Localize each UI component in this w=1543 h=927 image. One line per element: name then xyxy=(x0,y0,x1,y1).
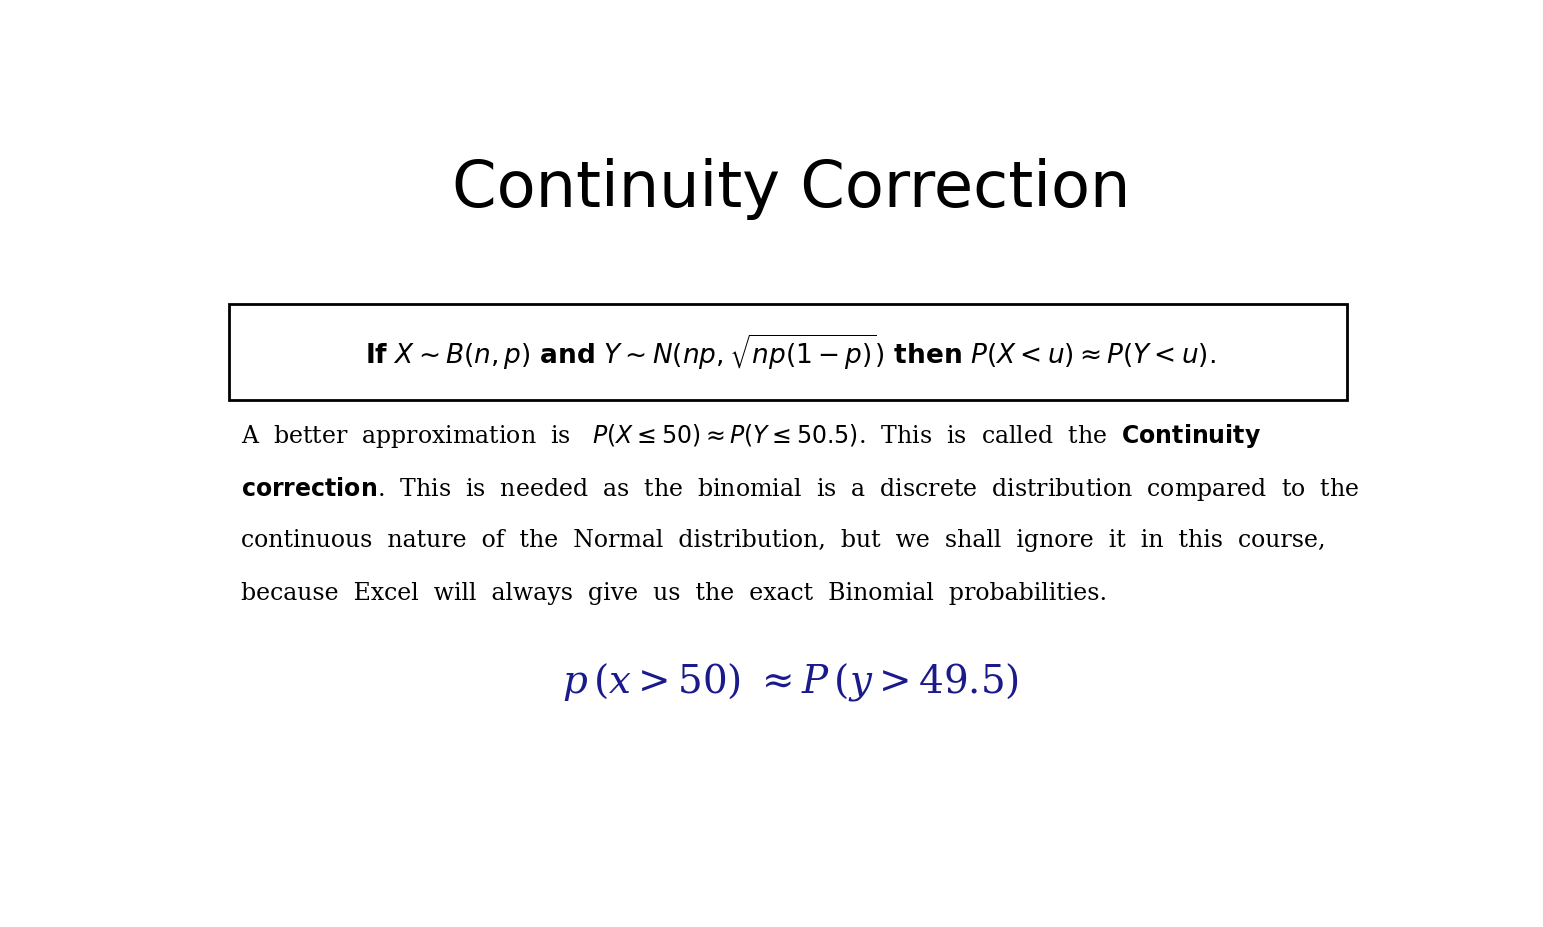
Text: $\mathbf{correction}$.  This  is  needed  as  the  binomial  is  a  discrete  di: $\mathbf{correction}$. This is needed as… xyxy=(241,476,1359,503)
Text: $p\,( x > 50 )\ \approx P\,( y > 49.5 )$: $p\,( x > 50 )\ \approx P\,( y > 49.5 )$ xyxy=(562,661,1020,704)
Text: because  Excel  will  always  give  us  the  exact  Binomial  probabilities.: because Excel will always give us the ex… xyxy=(241,582,1106,605)
Text: A  better  approximation  is   $P(X \leq 50) \approx P(Y \leq 50.5)$.  This  is : A better approximation is $P(X \leq 50) … xyxy=(241,422,1261,450)
Text: $\mathbf{If}\ X \sim B(n,p)\ \mathbf{and}\ Y \sim N(np,\sqrt{np(1-p)})\ \mathbf{: $\mathbf{If}\ X \sim B(n,p)\ \mathbf{and… xyxy=(366,332,1216,372)
Text: continuous  nature  of  the  Normal  distribution,  but  we  shall  ignore  it  : continuous nature of the Normal distribu… xyxy=(241,528,1325,552)
FancyBboxPatch shape xyxy=(228,304,1347,400)
Text: Continuity Correction: Continuity Correction xyxy=(452,158,1129,220)
